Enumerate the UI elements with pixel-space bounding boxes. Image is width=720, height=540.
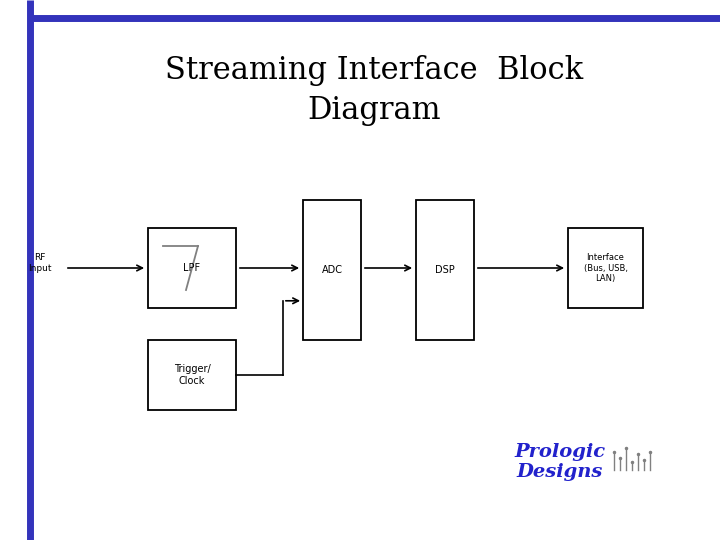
- Bar: [303, 200, 361, 340]
- Bar: [148, 340, 236, 410]
- Bar: [568, 228, 643, 308]
- Text: RF
Input: RF Input: [28, 253, 52, 273]
- Text: LPF: LPF: [184, 263, 201, 273]
- Text: DSP: DSP: [435, 265, 455, 275]
- Text: Trigger/
Clock: Trigger/ Clock: [174, 364, 210, 386]
- Text: Streaming Interface  Block: Streaming Interface Block: [166, 55, 583, 86]
- Bar: [148, 228, 236, 308]
- Text: Interface
(Bus, USB,
LAN): Interface (Bus, USB, LAN): [583, 253, 628, 283]
- Text: Diagram: Diagram: [307, 95, 441, 126]
- Text: Prologic
Designs: Prologic Designs: [514, 443, 606, 481]
- Bar: [416, 200, 474, 340]
- Text: ADC: ADC: [322, 265, 343, 275]
